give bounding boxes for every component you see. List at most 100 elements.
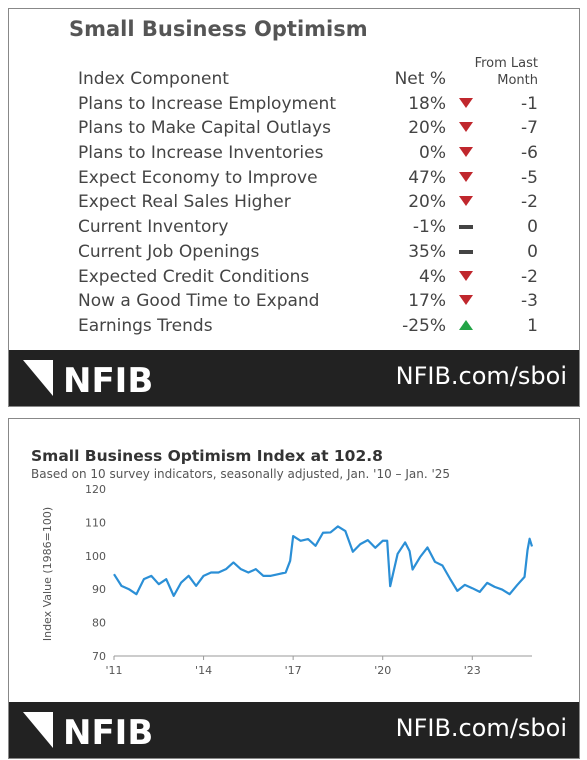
table-row: Current Inventory -1% 0 [69,212,539,237]
table-title: Small Business Optimism [69,17,368,41]
header: From Last Month [474,56,538,88]
logo-text: NFIB [63,713,153,750]
trend-cell [446,316,486,336]
component: Current Job Openings [78,241,260,262]
net-percent: 47% [408,167,446,188]
y-axis-label: Index Value (1986=100) [41,507,54,641]
x-tick-label: '20 [374,664,391,677]
component: Expect Real Sales Higher [78,192,291,213]
net-percent: 4% [419,266,446,287]
x-tick-label: '17 [285,664,302,677]
net-percent: 20% [408,192,446,213]
change: -1 [521,93,538,114]
trend-cell [446,217,486,237]
x-tick-label: '14 [195,664,212,677]
y-tick-label: 120 [85,483,106,496]
component: Plans to Increase Employment [78,93,336,114]
rows: Plans to Increase Employment 18% -1 Plans t… [69,89,539,336]
trend-icon [459,171,473,182]
trend-icon [459,270,473,281]
trend-icon [459,147,473,158]
table-row: Plans to Make Capital Outlays 20% -7 [69,114,539,139]
component: Expected Credit Conditions [78,266,310,287]
net-percent: -1% [412,217,446,238]
table-row: Expected Credit Conditions 4% -2 [69,262,539,287]
footer-bar: NFIB NFIB.com/sboi [9,350,579,406]
table-panel: Small Business Optimism Index Component … [8,8,580,407]
y-tick-label: 100 [85,550,106,563]
footer-url: NFIB.com/sboi [395,714,567,742]
component: Plans to Make Capital Outlays [78,118,331,139]
trend-cell [446,94,486,114]
component: Earnings Trends [78,315,213,336]
logo-text: NFIB [63,361,153,398]
trend-icon [459,249,473,254]
component: Plans to Increase Inventories [78,143,324,164]
y-tick-label: 80 [92,617,106,630]
trend-down [459,97,473,108]
table-row: Expect Real Sales Higher 20% -2 [69,188,539,213]
trend-flat [459,225,473,230]
trend-icon [459,97,473,108]
x-tick-label: '23 [464,664,481,677]
chart-panel: Small Business Optimism Index at 102.8 B… [8,418,580,759]
logo: NFIB [23,360,153,398]
table-row: Current Job Openings 35% 0 [69,237,539,262]
component: Now a Good Time to Expand [78,291,320,312]
header-row: Index Component Net % From Last Month [69,49,539,89]
change: -6 [521,143,538,164]
trend-cell [446,192,486,212]
table-row: Earnings Trends -25% 1 [69,311,539,336]
y-tick-label: 110 [85,516,106,529]
net-percent: 0% [419,143,446,164]
net-percent: 35% [408,241,446,262]
trend-cell [446,143,486,163]
footer-bar: NFIB NFIB.com/sboi [9,702,579,758]
net-percent: 20% [408,118,446,139]
trend-down [459,171,473,182]
net-percent: 18% [408,93,446,114]
trend-cell [446,118,486,138]
trend-down [459,196,473,207]
chart: Small Business Optimism Index at 102.8 B… [31,447,534,677]
change: -7 [521,118,538,139]
trend-cell [446,267,486,287]
line [113,525,534,597]
component: Current Inventory [78,217,229,238]
trend-icon [459,295,473,306]
net-percent: 17% [408,291,446,312]
trend-down [459,147,473,158]
net-percent: -25% [402,315,446,336]
trend-up [459,319,473,330]
chart-title: Small Business Optimism Index at 102.8 [31,447,383,465]
trend-icon [459,196,473,207]
change: -3 [521,291,538,312]
logo: NFIB [23,712,153,750]
trend-icon [459,319,473,330]
table-row: Now a Good Time to Expand 17% -3 [69,287,539,312]
trend-icon [459,122,473,133]
trend-flat [459,249,473,254]
table: Small Business Optimism Index Component … [69,15,539,336]
y-tick-label: 90 [92,583,106,596]
trend-down [459,122,473,133]
trend-down [459,295,473,306]
x-tick-label: '11 [105,664,122,677]
trend-icon [459,225,473,230]
y-tick-label: 70 [92,650,106,663]
change: 0 [527,217,538,238]
table-row: Plans to Increase Employment 18% -1 [69,89,539,114]
change: -2 [521,192,538,213]
header: Net % [394,69,446,89]
component: Expect Economy to Improve [78,167,318,188]
change: -2 [521,266,538,287]
trend-down [459,270,473,281]
header: Index Component [78,69,229,89]
change: -5 [521,167,538,188]
trend-cell [446,168,486,188]
trend-cell [446,291,486,311]
change: 0 [527,241,538,262]
chart-subtitle: Based on 10 survey indicators, seasonall… [31,467,450,481]
table-row: Plans to Increase Inventories 0% -6 [69,138,539,163]
